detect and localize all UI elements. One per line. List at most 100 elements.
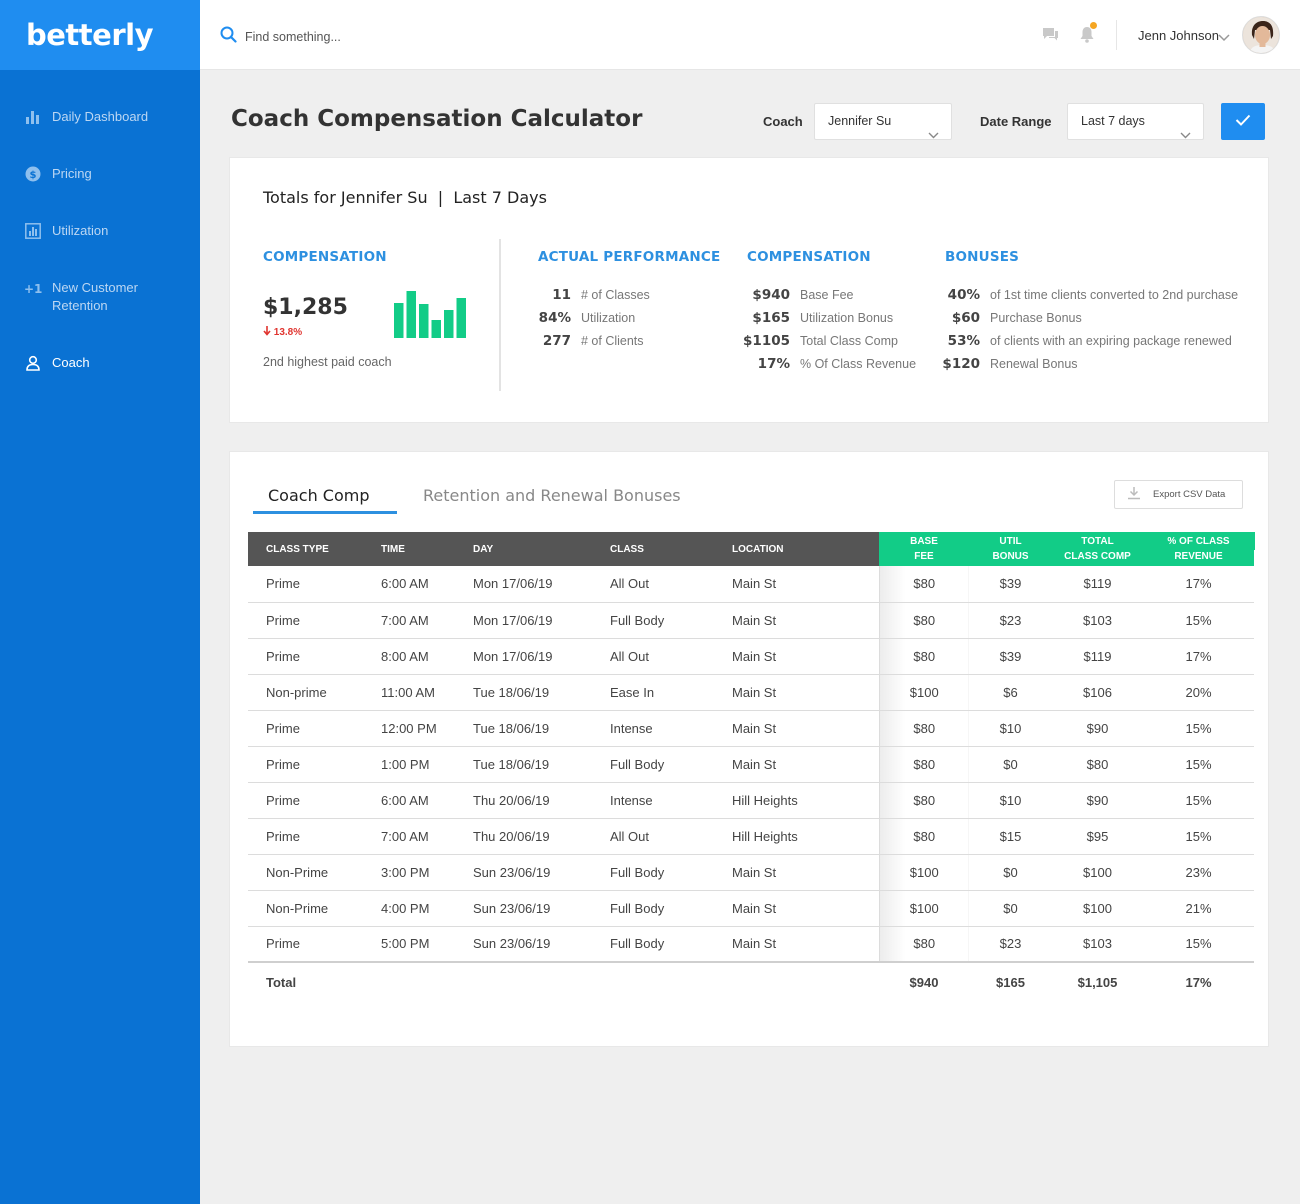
column-header-line: TOTAL <box>1081 536 1114 547</box>
table-cell: Prime <box>248 782 363 819</box>
column-header[interactable]: DAY <box>455 532 592 566</box>
chevron-down-icon[interactable] <box>1218 29 1230 47</box>
compensation-total: $1,285 <box>263 295 348 320</box>
metric-value: 11 <box>552 287 571 303</box>
table-cell: $10 <box>969 782 1052 819</box>
export-csv-button[interactable]: Export CSV Data <box>1114 480 1243 509</box>
coach-label: Coach <box>763 114 803 129</box>
table-row[interactable]: Prime 6:00 AM Mon 17/06/19 All Out Main St $8… <box>248 566 1254 603</box>
table-cell: $100 <box>1052 854 1143 891</box>
metric-label: Base Fee <box>800 288 854 302</box>
column-header[interactable]: CLASS <box>592 532 714 566</box>
date-range-label: Date Range <box>980 114 1052 129</box>
table-cell: 7:00 AM <box>363 602 455 639</box>
user-name[interactable]: Jenn Johnson <box>1138 28 1219 43</box>
metric-value: 277 <box>542 333 571 349</box>
table-row[interactable]: Prime 7:00 AM Mon 17/06/19 Full Body Main St… <box>248 602 1254 639</box>
table-cell: Full Body <box>592 926 714 963</box>
table-cell: Hill Heights <box>714 782 879 819</box>
table-cell: 15% <box>1143 818 1254 855</box>
logo[interactable]: betterly <box>26 18 153 52</box>
sidebar-item-daily-dashboard[interactable]: Daily Dashboard <box>0 98 200 136</box>
plus-one-icon: +1 <box>24 279 42 297</box>
notification-bell-icon[interactable] <box>1079 22 1097 48</box>
column-header[interactable]: LOCATION <box>714 532 879 566</box>
table-row[interactable]: Prime 1:00 PM Tue 18/06/19 Full Body Main St… <box>248 746 1254 783</box>
apply-button[interactable] <box>1221 103 1265 140</box>
metric-label: Renewal Bonus <box>990 357 1078 371</box>
metric-value: 84% <box>538 310 571 326</box>
total-value: $165 <box>969 961 1052 1001</box>
sidebar-item-new-customer-retention[interactable]: +1 New Customer Retention <box>0 269 200 325</box>
table-cell: 7:00 AM <box>363 818 455 855</box>
download-icon <box>1127 486 1141 503</box>
table-total-row: Total $940 $165 $1,105 17% <box>248 961 1254 1001</box>
table-row[interactable]: Non-Prime 3:00 PM Sun 23/06/19 Full Body Mai… <box>248 854 1254 891</box>
total-spacer <box>455 961 592 1001</box>
column-header[interactable]: TOTAL CLASS COMP <box>1052 532 1143 566</box>
table-cell: Prime <box>248 602 363 639</box>
table-cell: $119 <box>1052 638 1143 675</box>
column-header[interactable]: TIME <box>363 532 455 566</box>
export-csv-label: Export CSV Data <box>1153 489 1226 500</box>
table-row[interactable]: Non-Prime 4:00 PM Sun 23/06/19 Full Body Mai… <box>248 890 1254 927</box>
metric-class-revenue: 17% % Of Class Revenue <box>730 356 916 372</box>
table-cell: Non-prime <box>248 674 363 711</box>
table-cell: Main St <box>714 710 879 747</box>
bar-chart-icon <box>24 108 42 126</box>
tab-coach-comp[interactable]: Coach Comp <box>268 486 370 505</box>
table-cell: $80 <box>878 566 969 603</box>
column-header[interactable]: % OF CLASS REVENUE <box>1143 532 1254 566</box>
search-icon[interactable] <box>220 26 237 48</box>
table-cell: Full Body <box>592 602 714 639</box>
column-header-line: UTIL <box>999 536 1022 547</box>
table-row[interactable]: Prime 6:00 AM Thu 20/06/19 Intense Hill Heig… <box>248 782 1254 819</box>
table-cell: $23 <box>969 926 1052 963</box>
metric-utilization: 84% Utilization <box>520 310 636 326</box>
date-range-select[interactable]: Last 7 days <box>1067 103 1204 140</box>
table-row[interactable]: Prime 7:00 AM Thu 20/06/19 All Out Hill Heig… <box>248 818 1254 855</box>
divider <box>1116 20 1117 50</box>
compensation-mini-chart <box>394 291 466 338</box>
table-header-row: CLASS TYPE TIME DAY CLASS LOCATION BASE F… <box>248 532 1254 566</box>
table-cell: 23% <box>1143 854 1254 891</box>
table-row[interactable]: Prime 8:00 AM Mon 17/06/19 All Out Main St $8… <box>248 638 1254 675</box>
sidebar-item-utilization[interactable]: Utilization <box>0 212 200 250</box>
table-row[interactable]: Prime 5:00 PM Sun 23/06/19 Full Body Main St… <box>248 926 1254 963</box>
tab-retention-renewal-bonuses[interactable]: Retention and Renewal Bonuses <box>423 486 681 505</box>
search-input[interactable] <box>245 30 505 44</box>
table-cell: 17% <box>1143 566 1254 603</box>
divider <box>499 239 501 391</box>
table-cell: Prime <box>248 746 363 783</box>
mini-bar <box>444 310 454 338</box>
chat-icon[interactable] <box>1042 26 1059 47</box>
table-cell: $80 <box>878 818 969 855</box>
table-cell: Hill Heights <box>714 818 879 855</box>
mini-bar <box>394 303 404 338</box>
table-cell: 1:00 PM <box>363 746 455 783</box>
column-header[interactable]: BASE FEE <box>879 532 969 566</box>
column-header[interactable]: CLASS TYPE <box>248 532 363 566</box>
table-cell: $100 <box>1052 890 1143 927</box>
column-header-line: % OF CLASS <box>1167 536 1230 547</box>
avatar[interactable] <box>1242 16 1280 54</box>
table-cell: 21% <box>1143 890 1254 927</box>
metric-value: 40% <box>947 287 980 303</box>
column-header[interactable]: UTIL BONUS <box>969 532 1052 566</box>
notification-dot <box>1090 22 1097 29</box>
table-cell: 20% <box>1143 674 1254 711</box>
sidebar-item-pricing[interactable]: $ Pricing <box>0 155 200 193</box>
total-value: $940 <box>879 961 969 1001</box>
metric-label: % Of Class Revenue <box>800 357 917 371</box>
table-row[interactable]: Non-prime 11:00 AM Tue 18/06/19 Ease In Main… <box>248 674 1254 711</box>
arrow-down-icon <box>263 326 271 338</box>
table-cell: 6:00 AM <box>363 782 455 819</box>
metric-value: 53% <box>947 333 980 349</box>
performance-heading: ACTUAL PERFORMANCE <box>538 249 721 265</box>
sidebar-item-coach[interactable]: Coach <box>0 344 200 382</box>
coach-select[interactable]: Jennifer Su <box>814 103 952 140</box>
table-cell: Mon 17/06/19 <box>455 638 592 675</box>
column-header-line: BONUS <box>992 551 1029 562</box>
table-row[interactable]: Prime 12:00 PM Tue 18/06/19 Intense Main St $… <box>248 710 1254 747</box>
sidebar: betterly Daily Dashboard $ Pricing Utili… <box>0 0 200 1204</box>
